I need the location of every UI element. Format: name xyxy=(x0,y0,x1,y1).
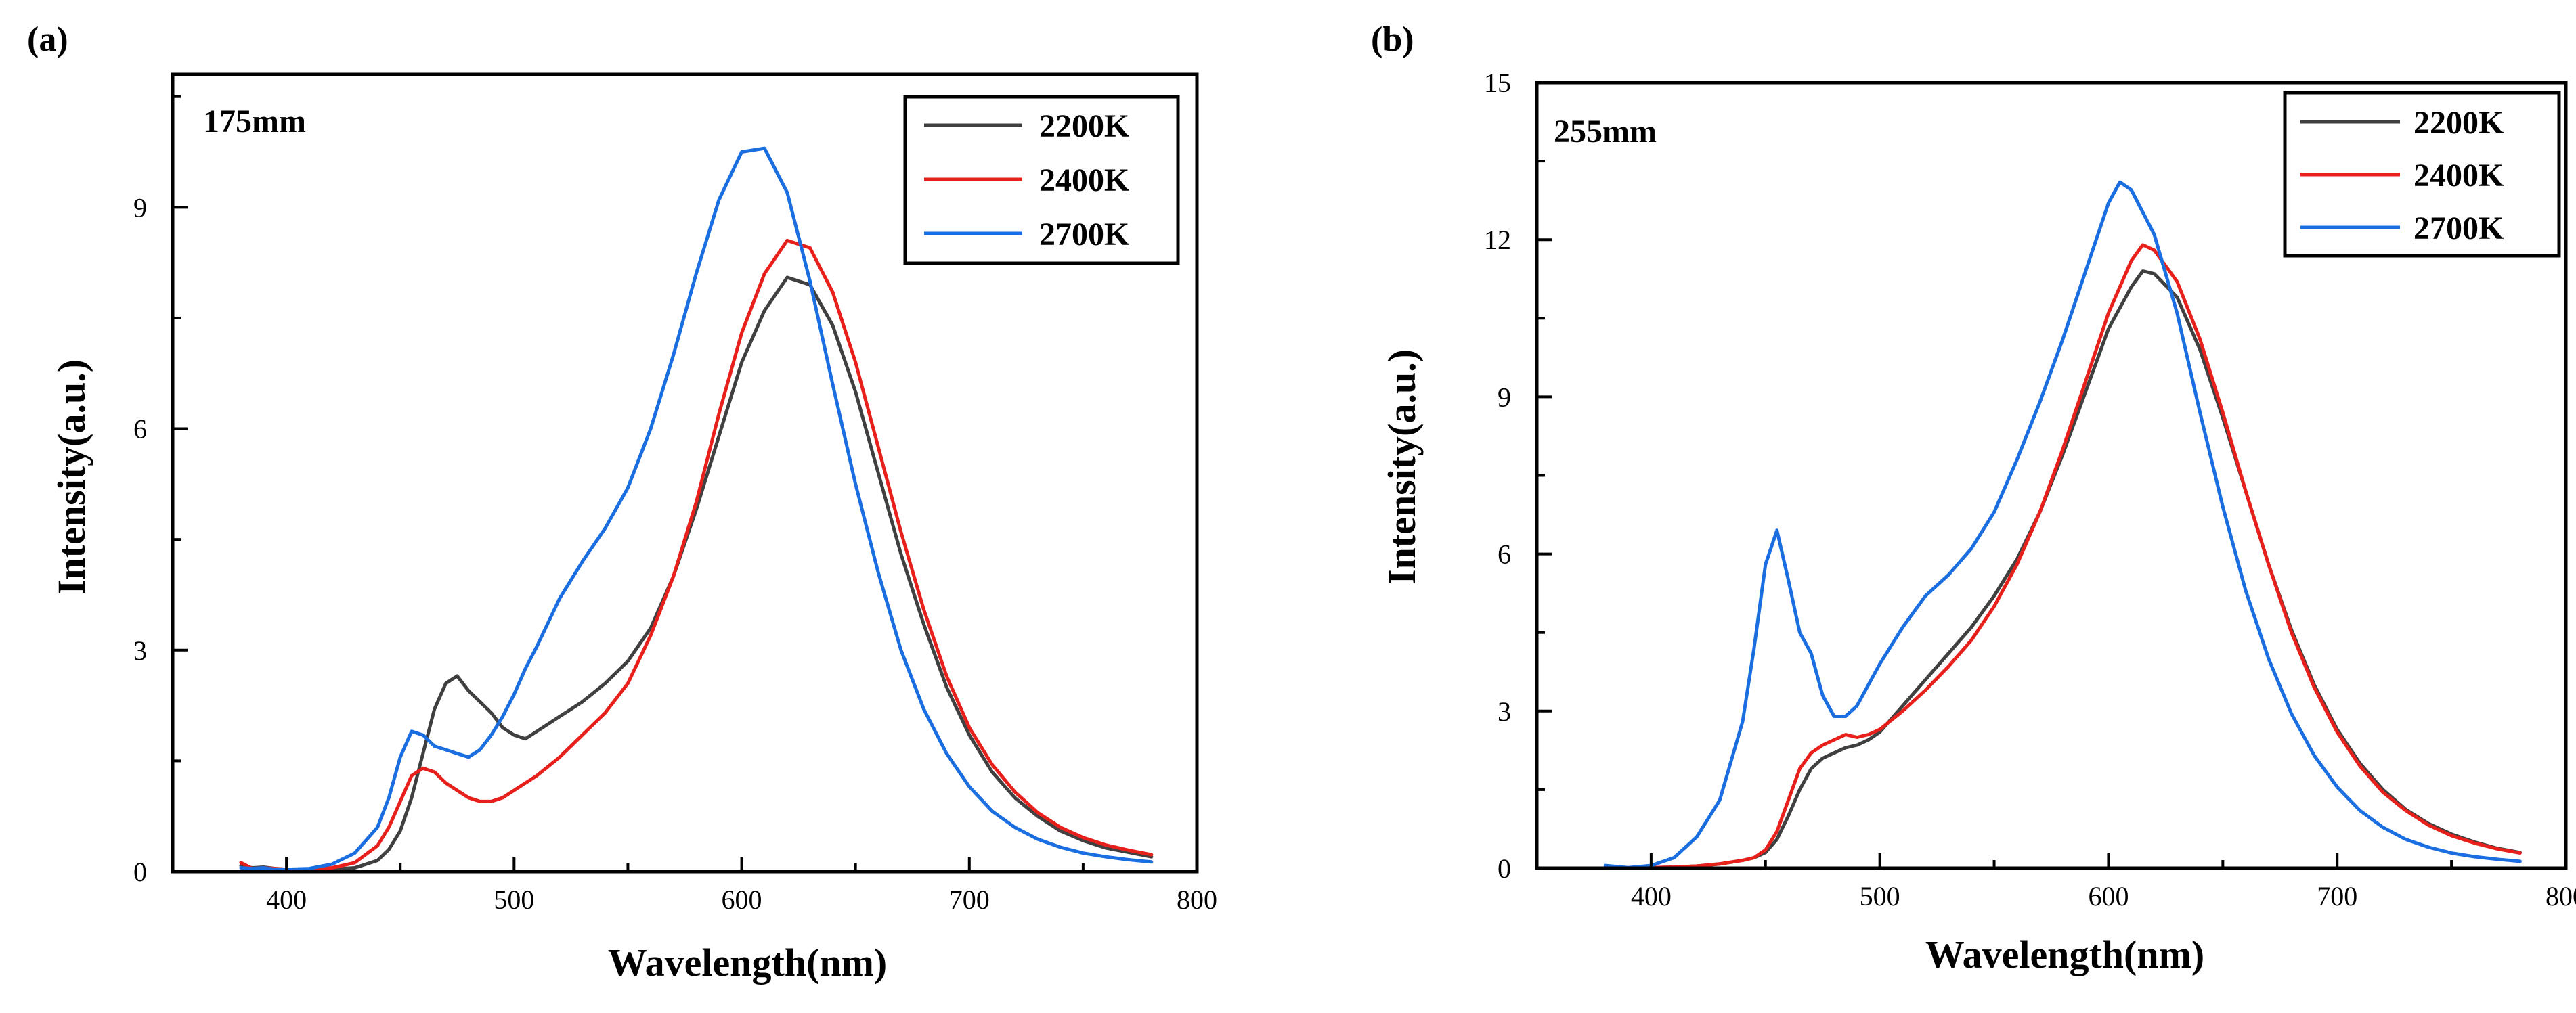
series-line-2200K-b xyxy=(1603,269,2522,868)
series-line-2700K-a xyxy=(239,146,1154,872)
x-tick-label-400-b: 400 xyxy=(1631,881,1672,911)
legend-a: 2200K 2400K 2700K xyxy=(903,95,1180,265)
y-tick-label-15-b: 15 xyxy=(1484,68,1511,98)
annotation-a: 175mm xyxy=(203,104,306,139)
y-tick-label-12-b: 12 xyxy=(1484,225,1511,255)
legend-label-2400K-a: 2400K xyxy=(1039,162,1129,198)
x-tick-label-800-b: 800 xyxy=(2546,881,2576,911)
legend-b: 2200K 2400K 2700K xyxy=(2283,91,2561,258)
y-tick-label-3-b: 3 xyxy=(1498,696,1511,727)
y-axis-title-b: Intensity(a.u.) xyxy=(1380,349,1424,585)
axes-frame-a xyxy=(171,72,1199,874)
y-tick-label-0-b: 0 xyxy=(1498,853,1511,884)
legend-label-2700K-b: 2700K xyxy=(2414,210,2504,246)
plot-area-a: 400 500 600 700 800 0 3 6 9 xyxy=(133,72,1217,915)
y-axis-title-a: Intensity(a.u.) xyxy=(49,359,93,595)
panel-label-b: (b) xyxy=(1371,20,1414,59)
legend-label-2400K-b: 2400K xyxy=(2414,158,2504,194)
series-line-2400K-b xyxy=(1603,243,2522,868)
panel-label-a: (a) xyxy=(27,20,68,59)
series-line-2700K-b xyxy=(1603,180,2522,868)
x-tick-label-400-a: 400 xyxy=(266,884,307,915)
series-line-2200K-a xyxy=(239,275,1154,872)
x-tick-label-500-a: 500 xyxy=(494,884,534,915)
x-tick-label-600-b: 600 xyxy=(2088,881,2129,911)
legend-label-2200K-b: 2200K xyxy=(2414,105,2504,141)
x-tick-label-500-b: 500 xyxy=(1860,881,1900,911)
y-tick-label-9-b: 9 xyxy=(1498,382,1511,412)
y-tick-label-0-a: 0 xyxy=(133,857,147,887)
chart-panel-a: (a) 400 500 600 700 800 0 3 6 9 175mm Wavelength… xyxy=(27,20,1217,985)
chart-panel-b: (b) 400 500 600 700 800 0 3 6 9 12 15 255mm Wavele… xyxy=(1371,20,2576,976)
x-tick-label-600-a: 600 xyxy=(722,884,762,915)
x-tick-label-800-a: 800 xyxy=(1177,884,1217,915)
x-axis-title-a: Wavelength(nm) xyxy=(608,941,887,985)
x-tick-label-700-a: 700 xyxy=(949,884,990,915)
x-axis-title-b: Wavelength(nm) xyxy=(1925,932,2204,976)
y-tick-label-6-b: 6 xyxy=(1498,539,1511,570)
legend-label-2700K-a: 2700K xyxy=(1039,217,1129,252)
series-line-2400K-a xyxy=(239,238,1154,872)
x-tick-label-700-b: 700 xyxy=(2317,881,2357,911)
y-tick-label-3-a: 3 xyxy=(133,635,147,666)
y-tick-label-6-a: 6 xyxy=(133,414,147,445)
plot-area-b: 400 500 600 700 800 0 3 6 9 12 15 xyxy=(1484,68,2576,911)
y-tick-label-9-a: 9 xyxy=(133,192,147,223)
annotation-b: 255mm xyxy=(1554,114,1657,150)
legend-label-2200K-a: 2200K xyxy=(1039,108,1129,144)
